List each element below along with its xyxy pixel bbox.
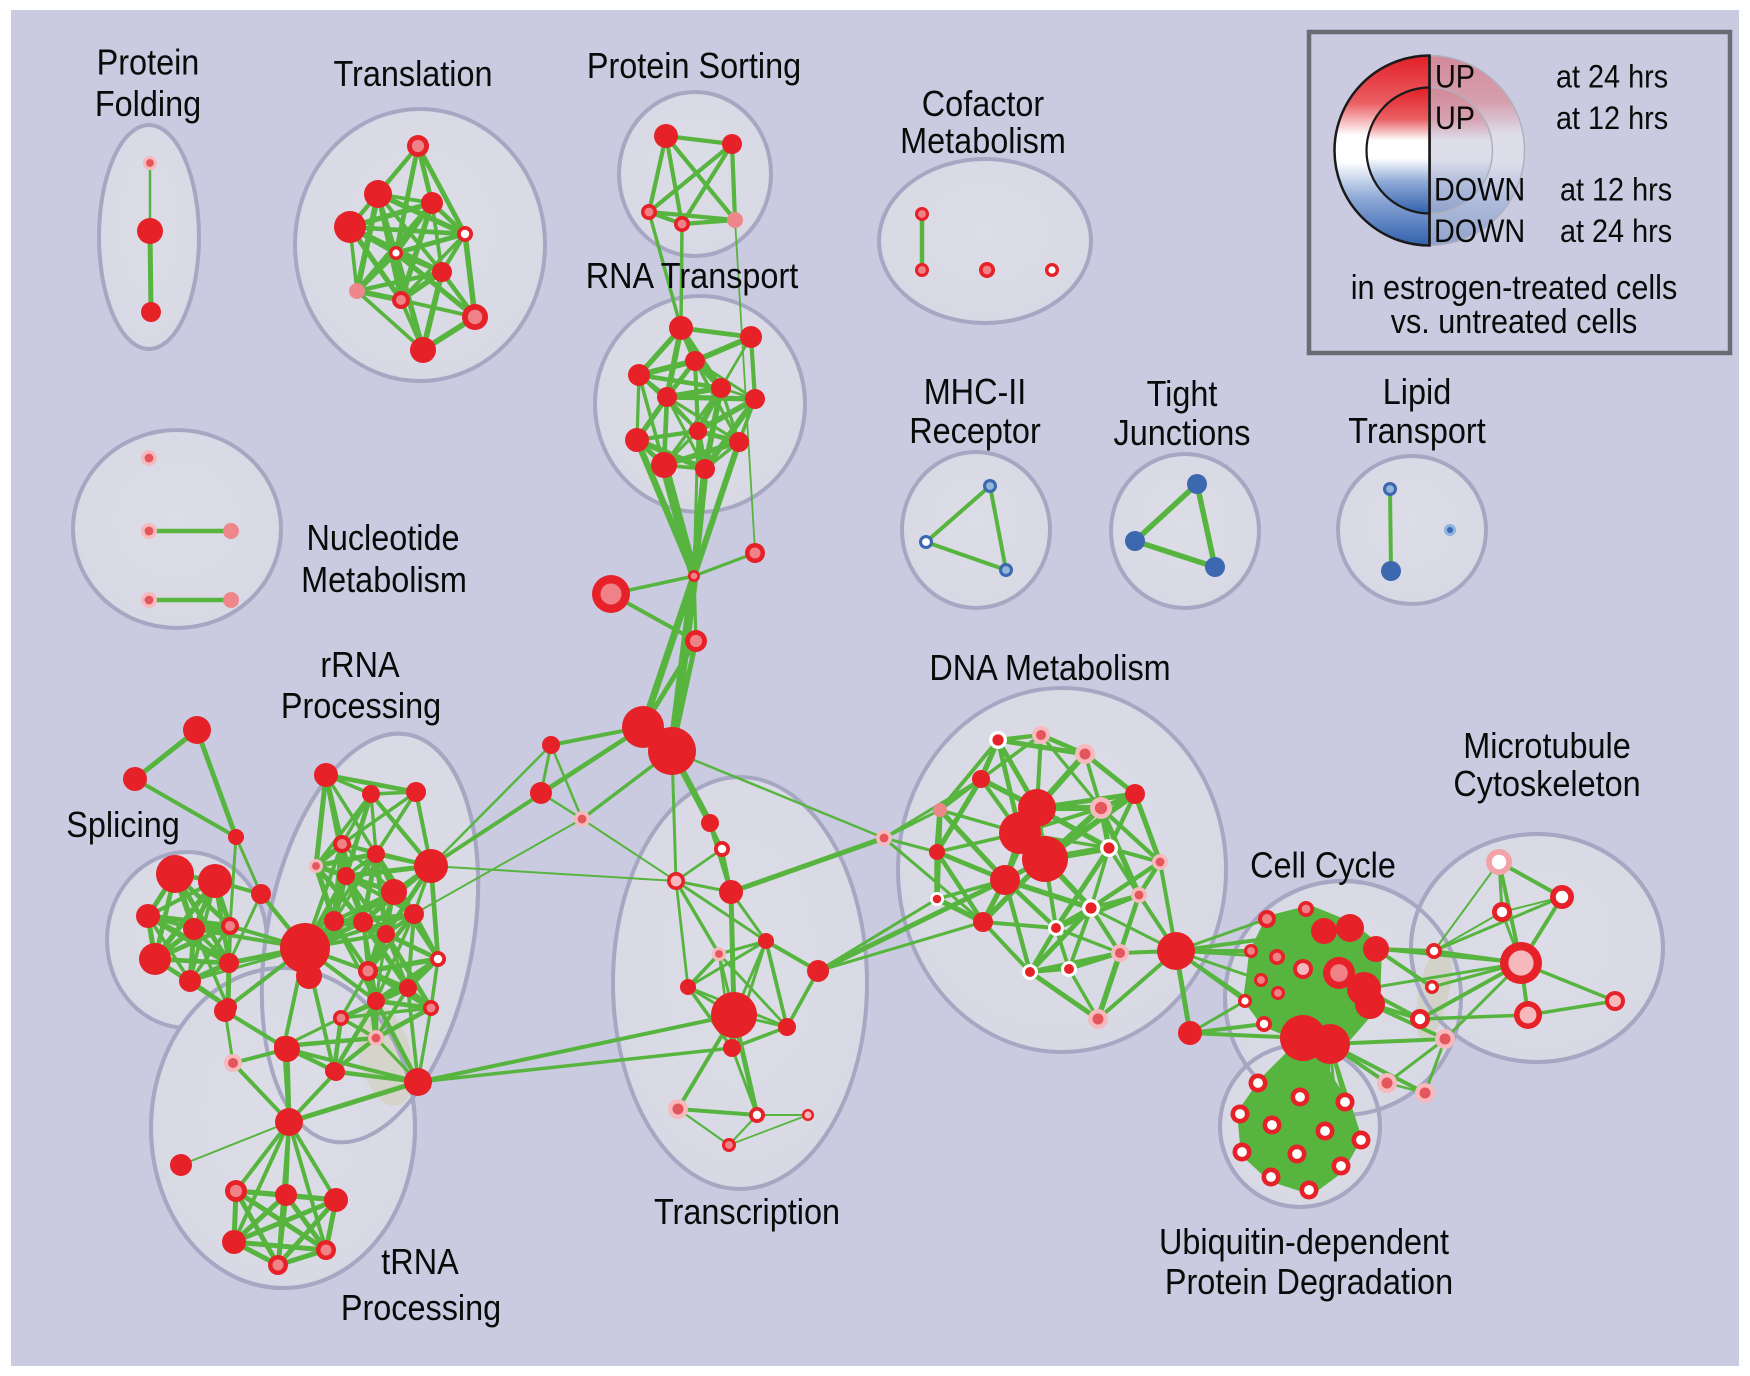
svg-text:tRNA: tRNA [381, 1241, 458, 1282]
svg-text:UP: UP [1435, 59, 1475, 95]
svg-text:RNA Transport: RNA Transport [586, 255, 799, 296]
svg-text:Protein: Protein [97, 42, 200, 83]
svg-text:Receptor: Receptor [909, 410, 1041, 451]
svg-text:Lipid: Lipid [1383, 371, 1452, 412]
svg-text:Transcription: Transcription [654, 1191, 840, 1232]
svg-text:DOWN: DOWN [1434, 213, 1525, 249]
svg-text:Microtubule: Microtubule [1463, 725, 1631, 766]
svg-text:Transport: Transport [1348, 410, 1485, 451]
svg-text:Protein Sorting: Protein Sorting [587, 45, 801, 86]
svg-text:at 12 hrs: at 12 hrs [1556, 100, 1668, 136]
svg-text:Tight: Tight [1147, 373, 1218, 414]
svg-text:Cell Cycle: Cell Cycle [1250, 844, 1396, 885]
svg-text:Ubiquitin-dependent: Ubiquitin-dependent [1159, 1221, 1449, 1262]
svg-text:Metabolism: Metabolism [900, 120, 1066, 161]
svg-text:Junctions: Junctions [1114, 412, 1251, 453]
svg-text:Splicing: Splicing [66, 804, 180, 845]
svg-text:MHC-II: MHC-II [924, 371, 1027, 412]
svg-text:Metabolism: Metabolism [301, 559, 467, 600]
svg-text:Translation: Translation [333, 53, 492, 94]
svg-text:UP: UP [1435, 100, 1475, 136]
svg-text:Nucleotide: Nucleotide [306, 517, 459, 558]
svg-text:at 24 hrs: at 24 hrs [1556, 59, 1668, 95]
svg-text:at 24 hrs: at 24 hrs [1560, 213, 1672, 249]
svg-text:Processing: Processing [281, 685, 441, 726]
svg-text:DOWN: DOWN [1434, 172, 1525, 208]
svg-text:Protein Degradation: Protein Degradation [1165, 1261, 1453, 1302]
svg-text:Cofactor: Cofactor [922, 83, 1044, 124]
svg-text:Folding: Folding [95, 83, 201, 124]
svg-text:Processing: Processing [341, 1287, 501, 1328]
svg-text:vs. untreated cells: vs. untreated cells [1391, 303, 1638, 341]
svg-text:Cytoskeleton: Cytoskeleton [1453, 763, 1640, 804]
svg-text:DNA Metabolism: DNA Metabolism [929, 647, 1170, 688]
svg-text:at 12 hrs: at 12 hrs [1560, 172, 1672, 208]
svg-text:rRNA: rRNA [320, 644, 399, 685]
svg-text:in estrogen-treated cells: in estrogen-treated cells [1351, 269, 1678, 307]
